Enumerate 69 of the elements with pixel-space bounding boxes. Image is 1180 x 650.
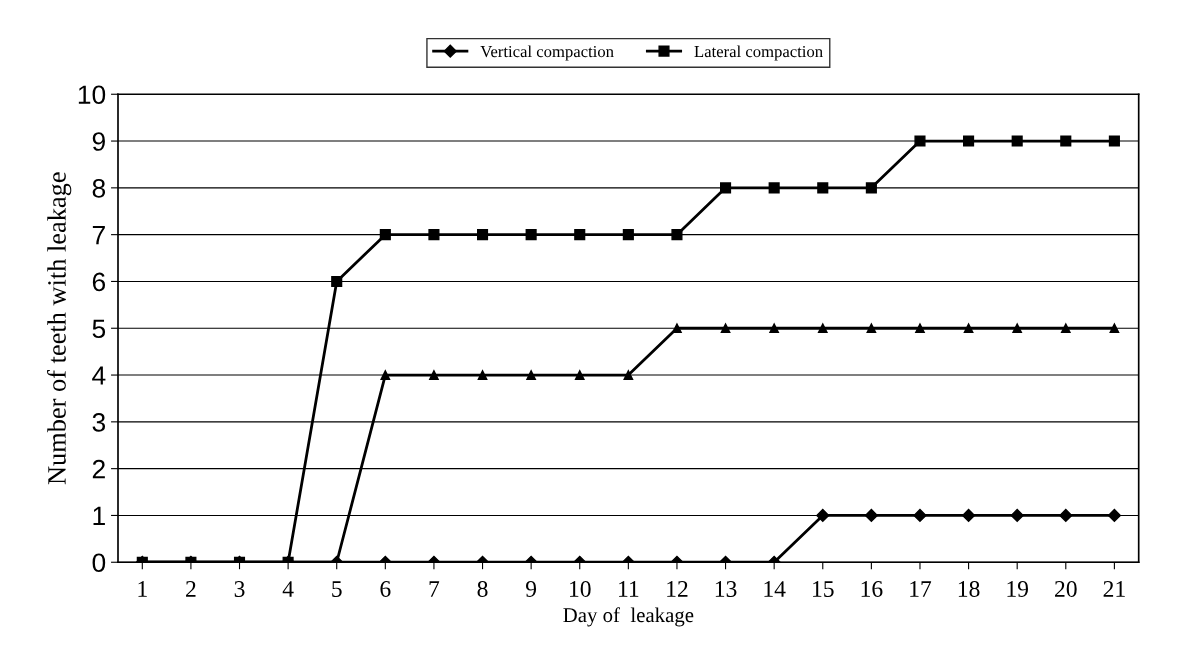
point: [476, 229, 489, 241]
point: [1060, 323, 1071, 334]
point: [1060, 135, 1072, 147]
point: [915, 323, 925, 334]
x-tick-label: 8: [477, 580, 488, 597]
point: [429, 370, 439, 380]
point: [574, 229, 586, 241]
x-tick-label: 1: [138, 581, 147, 597]
point: [1012, 323, 1023, 334]
point: [817, 323, 828, 334]
x-tick-label: 17: [910, 581, 932, 597]
y-tick-label: 5: [92, 319, 106, 339]
point: [331, 275, 343, 288]
point: [914, 135, 926, 147]
x-tick-label: 7: [429, 581, 440, 597]
legend-label: Lateral compaction: [694, 45, 823, 61]
x-tick-label: 21: [1103, 581, 1125, 597]
y-tick-label: 4: [92, 366, 106, 385]
point: [768, 182, 780, 194]
point: [1108, 135, 1120, 147]
point: [379, 229, 391, 241]
y-tick-label: 8: [92, 178, 106, 198]
x-tick-label: 12: [667, 581, 688, 597]
x-tick-label: 6: [380, 581, 391, 597]
point: [817, 182, 829, 194]
x-tick-label: 4: [282, 581, 294, 597]
point: [720, 323, 731, 334]
x-tick-label: 18: [958, 580, 980, 597]
y-tick-label: 0: [92, 553, 106, 573]
point: [1011, 135, 1023, 147]
x-tick-label: 5: [332, 581, 342, 597]
point: [1109, 323, 1120, 334]
x-tick-label: 2: [186, 581, 196, 597]
point: [477, 370, 488, 380]
x-tick-label: 20: [1055, 580, 1077, 597]
x-tick-label: 13: [715, 581, 737, 597]
y-axis-title: Number of teeth with leakage: [47, 172, 72, 485]
legend-label: Vertical compaction: [480, 45, 614, 61]
point: [622, 229, 634, 241]
point: [963, 323, 974, 334]
y-tick-label: 7: [92, 226, 105, 245]
x-tick-label: 10: [570, 580, 591, 597]
x-tick-label: 15: [813, 581, 834, 597]
point: [769, 323, 780, 334]
x-tick-label: 3: [234, 581, 245, 597]
point: [526, 370, 537, 380]
x-tick-label: 16: [861, 581, 883, 597]
point: [866, 323, 877, 334]
point: [574, 370, 585, 380]
y-tick-label: 6: [92, 272, 106, 292]
point: [720, 182, 732, 194]
y-tick-label: 10: [78, 85, 106, 105]
point: [428, 229, 440, 241]
point: [963, 135, 975, 147]
x-tick-label: 11: [619, 581, 639, 597]
point: [380, 370, 391, 380]
y-tick-label: 2: [92, 459, 105, 479]
point: [623, 370, 634, 380]
y-tick-label: 9: [92, 132, 105, 151]
x-tick-label: 14: [764, 581, 786, 597]
y-tick-label: 3: [92, 412, 106, 432]
point: [671, 229, 683, 241]
point: [865, 182, 877, 194]
x-axis-title: Day of leakage: [563, 607, 694, 627]
y-tick-label: 1: [93, 506, 105, 526]
x-tick-label: 19: [1007, 581, 1029, 597]
x-tick-label: 9: [526, 581, 537, 597]
point: [672, 323, 682, 334]
point: [525, 229, 537, 241]
